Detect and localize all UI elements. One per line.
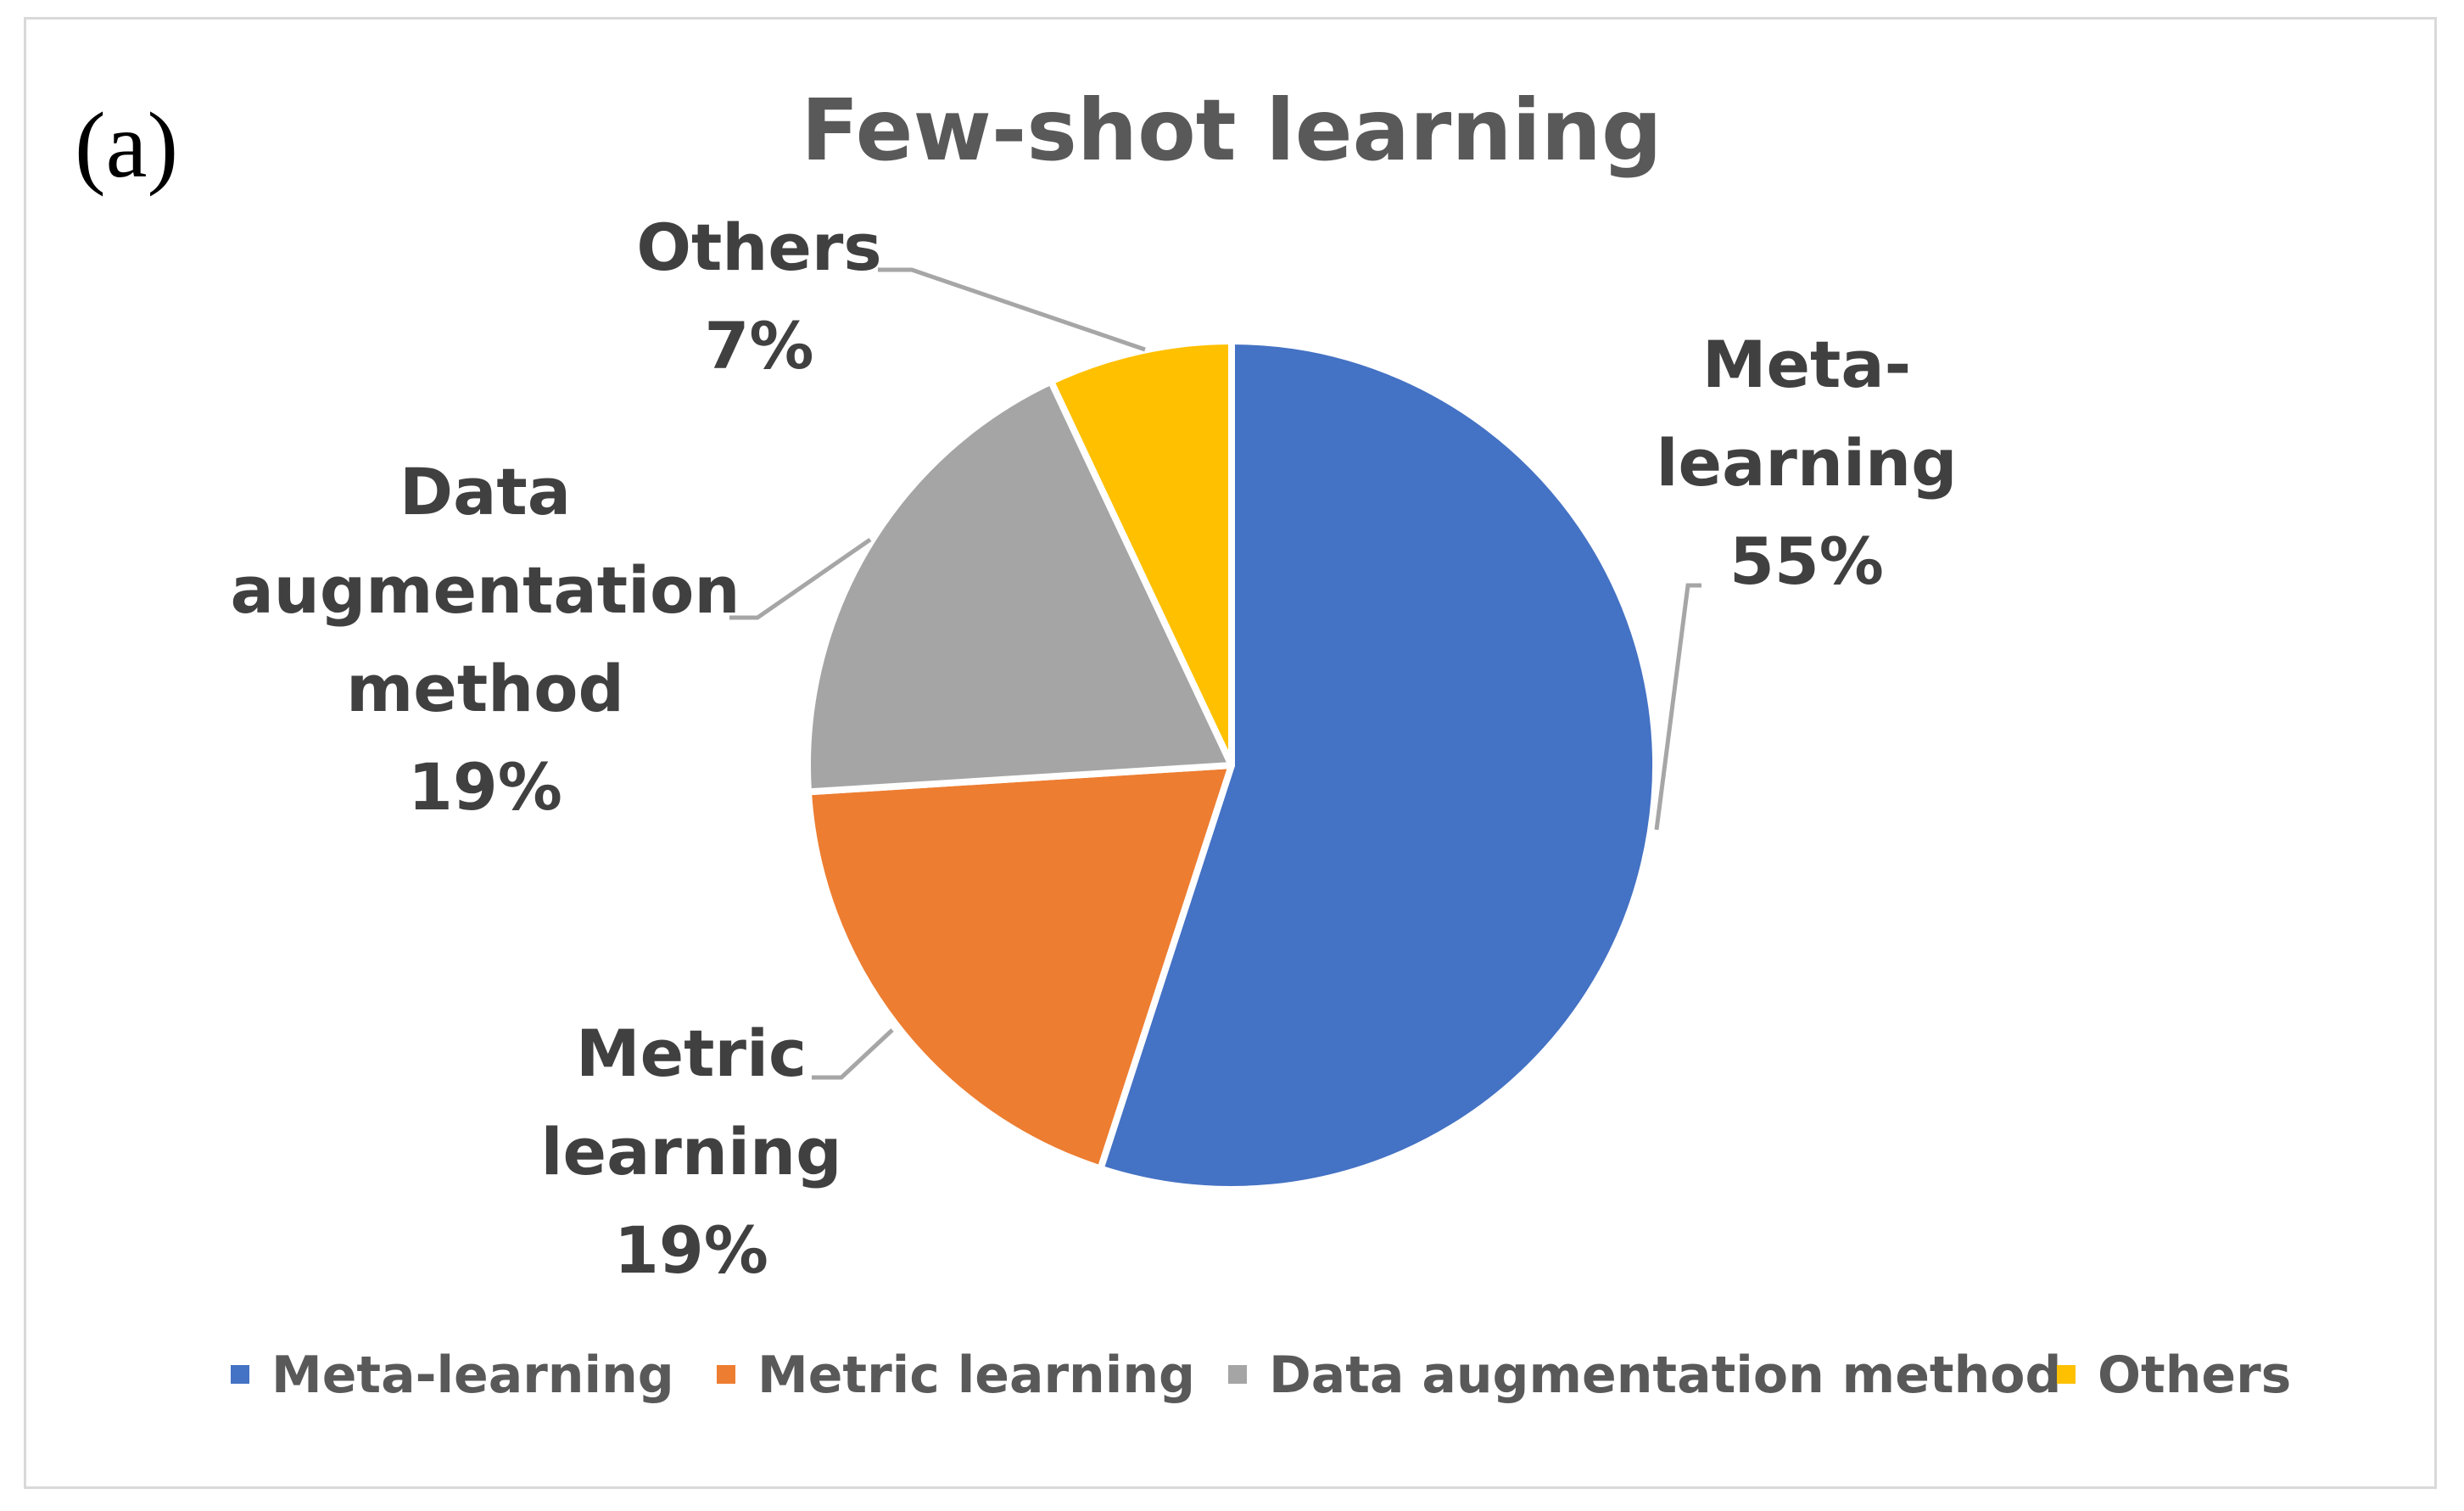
leader-line-others: [878, 267, 1146, 352]
legend-label: Metric learning: [757, 1346, 1195, 1405]
legend-swatch: [1228, 1365, 1247, 1384]
chart-title: Few-shot learning: [801, 81, 1662, 180]
legend-swatch: [2057, 1365, 2076, 1384]
leader-line-metric-learning: [812, 1028, 894, 1080]
legend-item-meta-learning: Meta-learning: [231, 1346, 674, 1405]
legend: Meta-learning Metric learning Data augment…: [231, 1346, 2291, 1405]
legend-label: Others: [2098, 1346, 2291, 1405]
leader-line-data-augmentation-method: [729, 537, 872, 620]
legend-item-data-augmentation-method: Data augmentation method: [1228, 1346, 2061, 1405]
data-labels: Meta-learning 55% Metric learning 19% Data aug…: [231, 210, 1958, 1288]
pie-slice-data-augmentation-method: [804, 378, 1235, 796]
data-label-metric-learning: Metric learning 19%: [540, 1016, 841, 1288]
legend-label: Meta-learning: [271, 1346, 674, 1405]
leader-lines: [729, 267, 1701, 1080]
leader-line-meta-learning: [1654, 583, 1701, 831]
legend-swatch: [717, 1365, 735, 1384]
pie-slice-metric-learning: [804, 762, 1235, 1172]
pie-slice-meta-learning: [1097, 338, 1659, 1193]
data-label-data-augmentation-method: Data augmentation method 19%: [231, 454, 740, 825]
legend-label: Data augmentation method: [1269, 1346, 2061, 1405]
pie-slice-others: [1048, 338, 1235, 769]
panel-label: (a): [75, 93, 178, 197]
legend-item-others: Others: [2057, 1346, 2291, 1405]
data-label-others: Others 7%: [636, 210, 881, 383]
legend-item-metric-learning: Metric learning: [717, 1346, 1195, 1405]
pie-slices: [804, 338, 1659, 1193]
data-label-meta-learning: Meta-learning 55%: [1656, 327, 1957, 599]
legend-swatch: [231, 1365, 249, 1384]
